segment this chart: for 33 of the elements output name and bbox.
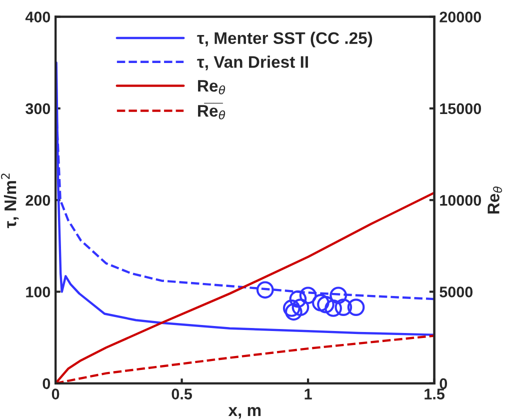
y2-tick-label: 15000 xyxy=(440,103,482,114)
point xyxy=(289,290,307,308)
point xyxy=(324,300,342,317)
y-axis-title: τ, N/m$^{2}$ xyxy=(1,174,19,228)
y-tick-label: 0 xyxy=(42,378,50,390)
point xyxy=(282,300,300,317)
point xyxy=(256,281,274,299)
point xyxy=(299,286,317,304)
point xyxy=(312,294,330,312)
point xyxy=(284,303,302,321)
legend-label: R̅e̅$_{θ}$ xyxy=(198,102,226,120)
point xyxy=(334,298,352,316)
y-tick-label: 100 xyxy=(26,286,50,298)
y2-tick-label: 5000 xyxy=(440,286,473,298)
y-tick-label: 300 xyxy=(26,103,50,114)
point xyxy=(330,286,348,304)
legend-label: τ, Menter SST (CC .25) xyxy=(197,32,372,48)
legend-label: τ, Van Driest II xyxy=(197,56,308,70)
x-tick-label: 1 xyxy=(304,388,312,400)
y2-axis-title: Re$_{θ}$ xyxy=(488,186,502,214)
point xyxy=(347,298,365,316)
y-tick-label: 200 xyxy=(26,194,50,206)
y-tick-label: 400 xyxy=(25,12,50,22)
y2-tick-label: 20000 xyxy=(440,12,482,22)
point xyxy=(317,296,334,314)
y2-tick-label: 0 xyxy=(440,378,448,390)
x-axis-title: x, m xyxy=(228,406,261,419)
legend-label: Re$_{θ}$ xyxy=(198,80,226,94)
x-tick-label: 0.5 xyxy=(172,388,192,400)
x-tick-label: 1.5 xyxy=(424,388,444,400)
x-tick-label: 0 xyxy=(52,388,60,400)
point xyxy=(292,298,310,316)
y2-tick-label: 10000 xyxy=(440,194,482,206)
